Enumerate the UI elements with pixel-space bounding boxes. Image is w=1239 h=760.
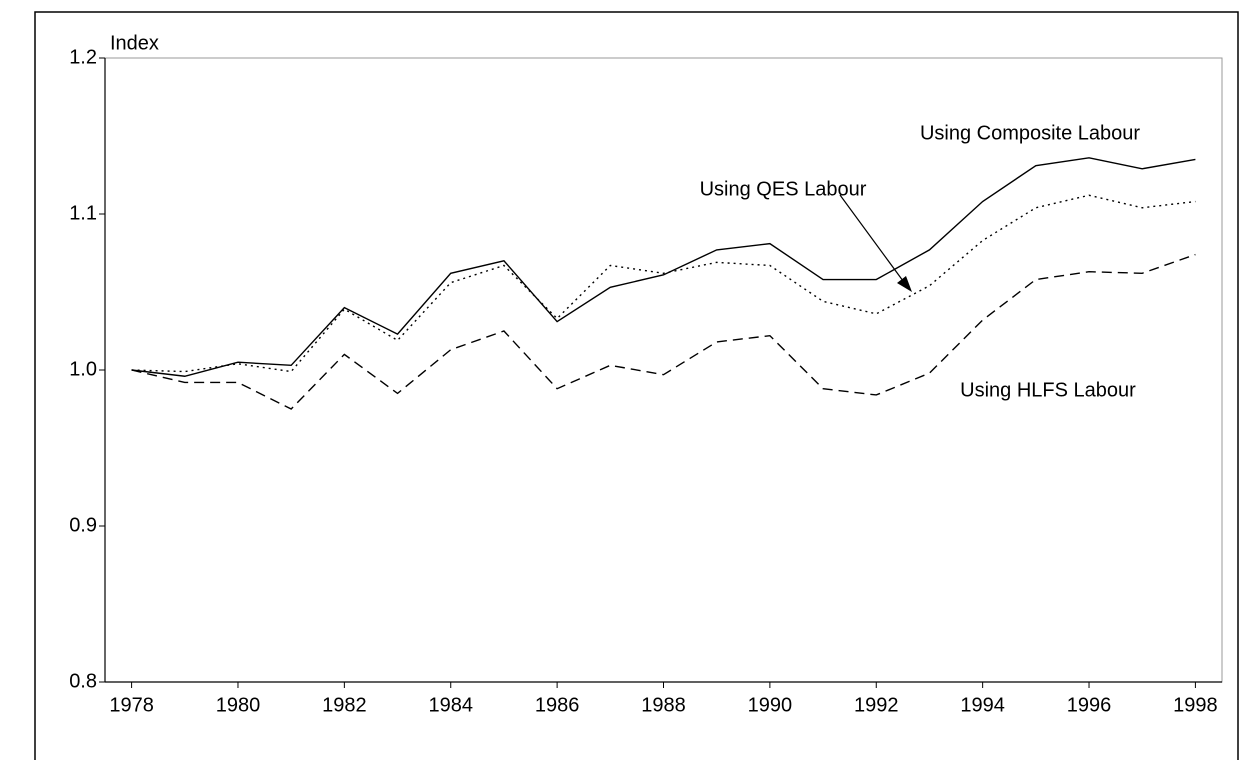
y-tick-label: 1.1 <box>69 202 97 224</box>
x-tick-label: 1998 <box>1173 694 1218 716</box>
series-line <box>131 194 1196 373</box>
series-label: Using HLFS Labour <box>960 379 1136 401</box>
x-tick-label: 1982 <box>322 694 367 716</box>
y-tick-label: 0.9 <box>69 514 97 536</box>
arrow-head <box>897 276 912 292</box>
x-tick-label: 1984 <box>428 694 473 716</box>
y-tick-label: 0.8 <box>69 670 97 692</box>
x-tick-label: 1992 <box>854 694 899 716</box>
y-tick-label: 1.0 <box>69 358 97 380</box>
x-tick-label: 1986 <box>535 694 580 716</box>
y-tick-label: 1.2 <box>69 46 97 68</box>
annotation-arrow <box>839 194 907 286</box>
x-tick-label: 1996 <box>1067 694 1112 716</box>
x-tick-label: 1980 <box>216 694 261 716</box>
plot-area <box>104 57 1223 683</box>
frame <box>34 11 1239 760</box>
series-line <box>131 157 1196 377</box>
x-tick-label: 1988 <box>641 694 686 716</box>
series-label: Using QES Labour <box>700 178 867 200</box>
y-axis-label: Index <box>110 32 159 54</box>
series-line <box>131 253 1196 410</box>
x-tick-label: 1978 <box>109 694 154 716</box>
x-tick-label: 1994 <box>960 694 1005 716</box>
series-label: Using Composite Labour <box>920 122 1140 144</box>
x-tick-label: 1990 <box>748 694 793 716</box>
